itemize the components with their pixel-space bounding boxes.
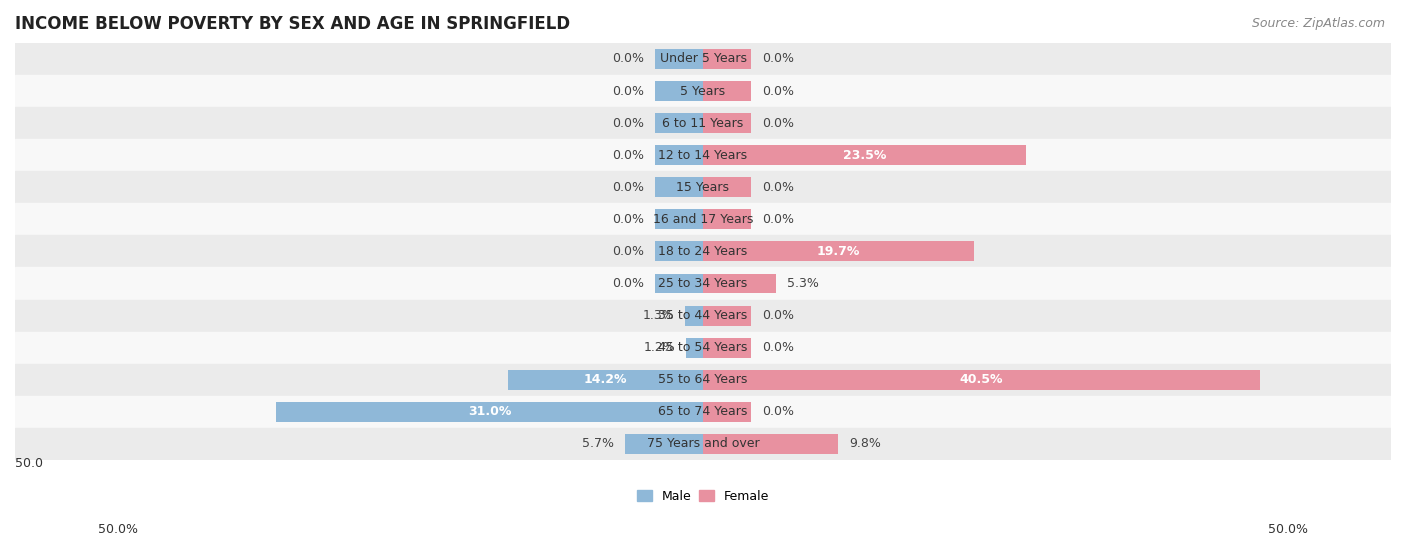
Bar [15, 43, 1391, 75]
Text: INCOME BELOW POVERTY BY SEX AND AGE IN SPRINGFIELD: INCOME BELOW POVERTY BY SEX AND AGE IN S… [15, 15, 569, 33]
Text: 0.0%: 0.0% [762, 341, 794, 354]
Bar [655, 177, 703, 197]
Text: 0.0%: 0.0% [762, 117, 794, 129]
Text: 19.7%: 19.7% [817, 245, 860, 258]
Bar [655, 273, 703, 294]
Text: 0.0%: 0.0% [612, 148, 644, 162]
Bar [15, 171, 1391, 203]
Text: 5.3%: 5.3% [787, 277, 818, 290]
Bar [655, 49, 703, 69]
Bar [703, 145, 1026, 165]
Text: 55 to 64 Years: 55 to 64 Years [658, 373, 748, 386]
Text: 0.0%: 0.0% [612, 52, 644, 65]
Text: 50.0%: 50.0% [98, 523, 138, 536]
Bar [685, 306, 703, 325]
Bar [655, 209, 703, 229]
Text: 14.2%: 14.2% [583, 373, 627, 386]
Bar [703, 49, 751, 69]
Legend: Male, Female: Male, Female [631, 485, 775, 508]
Bar [277, 402, 703, 422]
Text: 0.0%: 0.0% [612, 181, 644, 194]
Bar [703, 273, 776, 294]
Bar [703, 209, 751, 229]
Text: 0.0%: 0.0% [762, 405, 794, 418]
Text: 0.0%: 0.0% [612, 213, 644, 226]
Bar [15, 139, 1391, 171]
Bar [655, 145, 703, 165]
Text: 23.5%: 23.5% [844, 148, 886, 162]
Bar [15, 396, 1391, 428]
Text: 15 Years: 15 Years [676, 181, 730, 194]
Bar [15, 428, 1391, 460]
Text: 50.0%: 50.0% [1268, 523, 1308, 536]
Text: 65 to 74 Years: 65 to 74 Years [658, 405, 748, 418]
Bar [624, 434, 703, 454]
Bar [703, 81, 751, 101]
Text: 0.0%: 0.0% [762, 181, 794, 194]
Bar [703, 177, 751, 197]
Bar [15, 331, 1391, 364]
Bar [703, 402, 751, 422]
Text: Under 5 Years: Under 5 Years [659, 52, 747, 65]
Text: 0.0%: 0.0% [762, 213, 794, 226]
Bar [15, 107, 1391, 139]
Bar [703, 434, 838, 454]
Text: 5 Years: 5 Years [681, 84, 725, 98]
Bar [655, 81, 703, 101]
Text: 1.3%: 1.3% [643, 309, 673, 322]
Text: 18 to 24 Years: 18 to 24 Years [658, 245, 748, 258]
Text: Source: ZipAtlas.com: Source: ZipAtlas.com [1251, 17, 1385, 30]
Text: 0.0%: 0.0% [612, 84, 644, 98]
Text: 40.5%: 40.5% [960, 373, 1004, 386]
Bar [655, 242, 703, 261]
Text: 50.0: 50.0 [15, 456, 44, 469]
Bar [15, 364, 1391, 396]
Bar [703, 242, 974, 261]
Bar [703, 370, 1260, 389]
Text: 16 and 17 Years: 16 and 17 Years [652, 213, 754, 226]
Text: 5.7%: 5.7% [582, 437, 613, 450]
Text: 6 to 11 Years: 6 to 11 Years [662, 117, 744, 129]
Bar [686, 338, 703, 358]
Text: 0.0%: 0.0% [762, 52, 794, 65]
Text: 35 to 44 Years: 35 to 44 Years [658, 309, 748, 322]
Text: 0.0%: 0.0% [612, 245, 644, 258]
Text: 0.0%: 0.0% [612, 277, 644, 290]
Text: 0.0%: 0.0% [762, 84, 794, 98]
Text: 9.8%: 9.8% [849, 437, 880, 450]
Text: 75 Years and over: 75 Years and over [647, 437, 759, 450]
Text: 31.0%: 31.0% [468, 405, 512, 418]
Bar [15, 300, 1391, 331]
Text: 0.0%: 0.0% [762, 309, 794, 322]
Text: 45 to 54 Years: 45 to 54 Years [658, 341, 748, 354]
Bar [703, 338, 751, 358]
Bar [703, 113, 751, 133]
Bar [508, 370, 703, 389]
Text: 0.0%: 0.0% [612, 117, 644, 129]
Text: 12 to 14 Years: 12 to 14 Years [658, 148, 748, 162]
Bar [703, 306, 751, 325]
Bar [15, 203, 1391, 235]
Text: 25 to 34 Years: 25 to 34 Years [658, 277, 748, 290]
Bar [15, 267, 1391, 300]
Bar [15, 75, 1391, 107]
Text: 1.2%: 1.2% [644, 341, 675, 354]
Bar [15, 235, 1391, 267]
Bar [655, 113, 703, 133]
